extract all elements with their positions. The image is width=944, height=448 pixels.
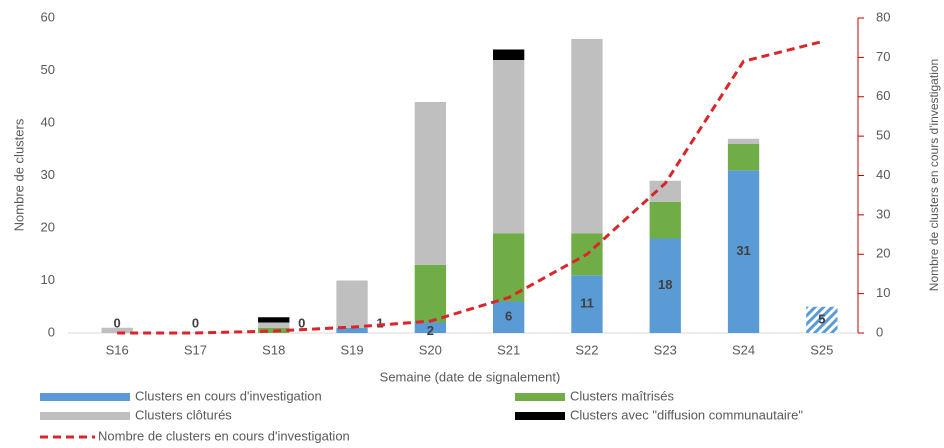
- bar-segment: [258, 317, 290, 323]
- legend-label: Clusters clôturés: [135, 407, 232, 422]
- bar-segment: [414, 264, 447, 323]
- x-axis-title: Semaine (date de signalement): [380, 369, 561, 384]
- x-tick-label: S24: [732, 342, 755, 357]
- bar-segment: [492, 301, 525, 333]
- bar-segment: [806, 306, 838, 333]
- y-tick-label: 10: [41, 272, 55, 287]
- x-tick-label: S17: [184, 342, 207, 357]
- y2-tick-label: 60: [876, 88, 890, 103]
- y-tick-label: 50: [41, 62, 55, 77]
- y-tick-label: 0: [48, 324, 55, 339]
- legend-swatch: [40, 393, 130, 401]
- y-tick-label: 60: [41, 9, 55, 24]
- value-label: 18: [658, 277, 672, 292]
- y2-axis-title: Nombre de clusters en cours d'investigat…: [927, 59, 941, 291]
- y2-tick-label: 50: [876, 128, 890, 143]
- value-label: 11: [580, 296, 594, 311]
- value-label: 6: [505, 309, 512, 324]
- x-tick-label: S25: [810, 342, 833, 357]
- bar-segment: [414, 322, 447, 333]
- legend-label: Nombre de clusters en cours d'investigat…: [98, 428, 350, 443]
- legend-swatch: [40, 412, 130, 420]
- bar-segment: [571, 275, 603, 333]
- bar-segment: [727, 144, 760, 171]
- value-label: 2: [427, 323, 434, 338]
- legend-swatch: [515, 412, 565, 420]
- x-tick-label: S19: [340, 342, 363, 357]
- y2-tick-label: 20: [876, 246, 890, 261]
- value-label: 0: [114, 315, 121, 330]
- y2-tick-label: 0: [876, 324, 883, 339]
- bar-segment: [336, 280, 368, 328]
- y2-tick-label: 10: [876, 285, 890, 300]
- y-tick-label: 20: [41, 219, 55, 234]
- value-label: 5: [818, 311, 825, 326]
- bar-segment: [492, 60, 525, 234]
- bar-segment: [258, 322, 290, 328]
- x-tick-label: S21: [497, 342, 520, 357]
- bar-segment: [336, 327, 368, 333]
- x-tick-label: S20: [419, 342, 442, 357]
- value-label: 1: [376, 315, 383, 330]
- y2-tick-label: 70: [876, 49, 890, 64]
- y2-tick-label: 30: [876, 206, 890, 221]
- x-tick-label: S16: [106, 342, 129, 357]
- x-tick-label: S18: [262, 342, 285, 357]
- bar-segment: [414, 102, 447, 265]
- bar-segment: [727, 170, 760, 333]
- value-label: 0: [298, 315, 305, 330]
- legend-label: Clusters maîtrisés: [570, 388, 675, 403]
- bar-segment: [649, 201, 681, 239]
- legend-label: Clusters avec "diffusion communautaire": [570, 407, 803, 422]
- x-tick-label: S22: [575, 342, 598, 357]
- bar-segment: [649, 238, 681, 333]
- bar-segment: [492, 49, 525, 60]
- bar-segment: [649, 180, 681, 202]
- legend-label: Clusters en cours d'investigation: [135, 388, 322, 403]
- bar-segment: [727, 138, 760, 144]
- bar-segment: [101, 327, 133, 333]
- bar-segment: [571, 39, 603, 234]
- y2-tick-label: 40: [876, 167, 890, 182]
- x-tick-label: S23: [654, 342, 677, 357]
- y-tick-label: 30: [41, 167, 55, 182]
- y-tick-label: 40: [41, 114, 55, 129]
- value-label: 31: [736, 243, 750, 258]
- line-series: [117, 40, 823, 335]
- legend-swatch: [515, 393, 565, 401]
- y-axis-title: Nombre de clusters: [11, 118, 26, 231]
- value-label: 0: [192, 315, 199, 330]
- y2-tick-label: 80: [876, 9, 890, 24]
